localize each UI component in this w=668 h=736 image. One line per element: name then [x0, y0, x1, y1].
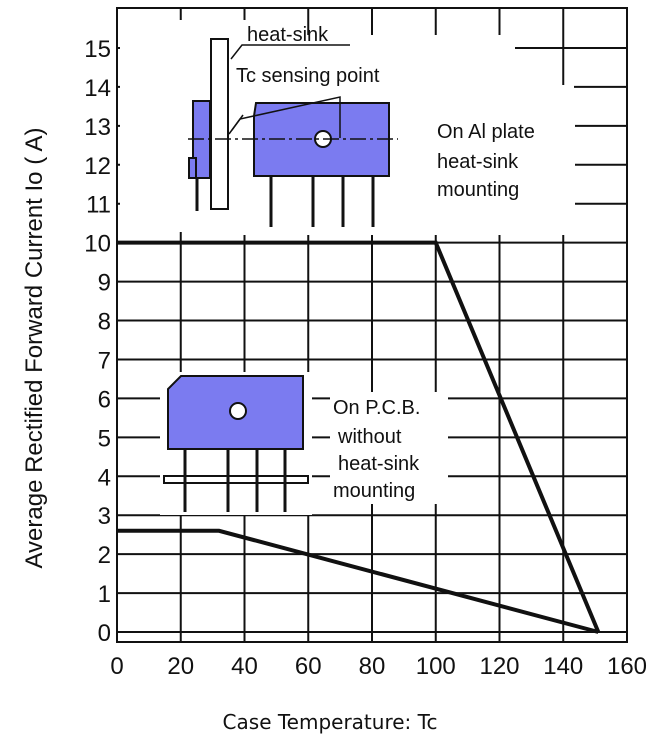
- y-tick-label: 7: [98, 347, 111, 374]
- y-tick-label: 3: [98, 503, 111, 530]
- x-tick-label: 20: [167, 653, 194, 680]
- al-plate-line-1: On Al plate: [437, 121, 535, 143]
- pcb-line-4: mounting: [333, 480, 415, 502]
- x-axis-label: Case Temperature: Tc: [223, 710, 438, 734]
- pcb-board: [163, 475, 309, 484]
- al-plate-line-3: mounting: [437, 179, 519, 201]
- heat-sink-leader: [230, 44, 350, 60]
- x-tick-label: 140: [543, 653, 583, 680]
- al-plate-line-2: heat-sink: [437, 151, 519, 173]
- y-tick-label: 2: [98, 542, 111, 569]
- pcb-line-1: On P.C.B.: [333, 397, 420, 419]
- data-series: [117, 240, 601, 634]
- y-tick-label: 14: [84, 75, 111, 102]
- y-tick-label: 11: [86, 192, 111, 219]
- x-tick-label: 120: [479, 653, 519, 680]
- y-axis-label: Average Rectified Forward Current Io ( A…: [21, 127, 48, 568]
- heat-sink-label: heat-sink: [247, 24, 329, 46]
- pcb-caption: On P.C.B. without heat-sink mounting: [330, 392, 448, 504]
- y-tick-label: 1: [98, 581, 111, 608]
- x-tick-label: 0: [110, 653, 123, 680]
- tc-point-leader-2: [231, 114, 244, 131]
- y-tick-label: 13: [84, 114, 111, 141]
- tc-sensing-point-label: Tc sensing point: [236, 65, 380, 87]
- x-tick-label: 80: [359, 653, 386, 680]
- pcb-illustration: [160, 372, 312, 515]
- series-line-2: [117, 528, 599, 634]
- x-tick-labels: 0 20 40 60 80 100 120 140 160: [110, 653, 647, 680]
- pcb-mounting-hole: [229, 402, 247, 420]
- y-tick-label: 4: [98, 464, 111, 491]
- y-tick-label: 5: [98, 425, 111, 452]
- x-tick-label: 100: [416, 653, 456, 680]
- y-tick-label: 0: [98, 620, 111, 647]
- x-tick-label: 40: [231, 653, 258, 680]
- plot-frame: [116, 7, 628, 643]
- y-tick-label: 10: [84, 231, 111, 258]
- y-tick-label: 12: [84, 153, 111, 180]
- y-tick-label: 8: [98, 309, 111, 336]
- pcb-line-3: heat-sink: [338, 453, 420, 475]
- side-device-tab: [188, 157, 197, 179]
- y-tick-label: 9: [98, 270, 111, 297]
- y-tick-label: 6: [98, 386, 111, 413]
- series-line-1: [117, 240, 601, 633]
- x-tick-label: 60: [295, 653, 322, 680]
- al-plate-caption: On Al plate heat-sink mounting: [430, 115, 575, 207]
- x-tick-label: 160: [607, 653, 647, 680]
- heat-sink-plate: [210, 38, 229, 210]
- pcb-line-2: without: [337, 426, 402, 448]
- y-tick-label: 15: [84, 36, 111, 63]
